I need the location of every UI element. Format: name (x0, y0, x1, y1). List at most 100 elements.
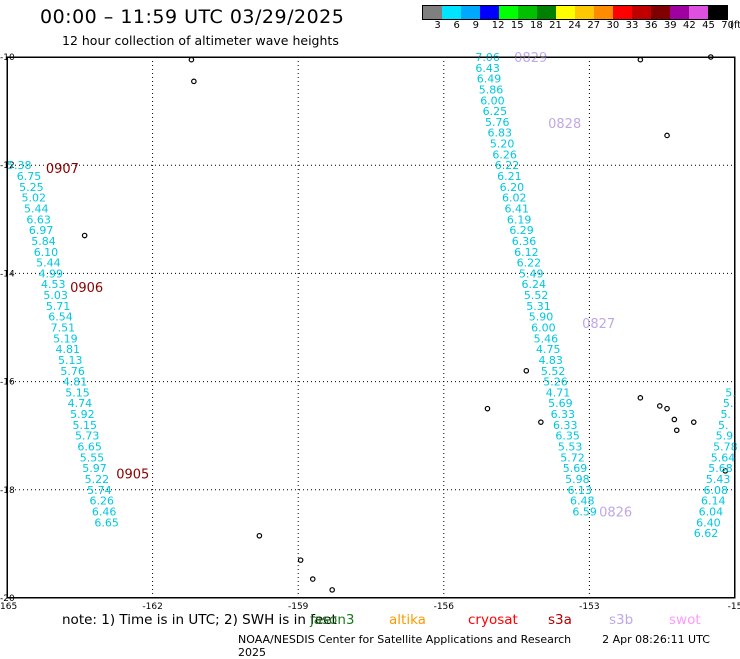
scale-label-9: 9 (472, 20, 480, 31)
legend-swot: swot (669, 612, 701, 628)
island-marker (297, 557, 304, 563)
swh-value-east: 6.36 (512, 235, 537, 248)
lon-tick-label: -153 (579, 602, 599, 610)
swh-value-west: 6.26 (90, 495, 115, 508)
swh-value-west: 5.97 (82, 462, 107, 475)
island-marker (664, 132, 670, 139)
swh-value-west: 4.74 (68, 397, 93, 410)
swh-value-far-east: 5. (718, 419, 729, 432)
swh-value-east: 6.33 (553, 419, 578, 432)
swh-value-east: 5.20 (490, 138, 515, 151)
swh-value-west: 5.19 (53, 332, 78, 345)
island-marker (656, 403, 663, 409)
scale-label-33: 33 (625, 20, 639, 31)
scale-label-36: 36 (644, 20, 658, 31)
scale-swatch-9 (461, 6, 480, 19)
swh-value-east: 6.20 (500, 181, 525, 194)
island-marker (191, 78, 197, 85)
swh-value-east: 5.72 (560, 451, 585, 464)
swh-value-east: 6.12 (514, 246, 539, 259)
scale-swatch-42 (670, 6, 689, 19)
pass-label-0829: 0829 (514, 51, 547, 66)
swh-value-east: 5.46 (534, 332, 559, 345)
swh-value-west: 5.44 (24, 202, 48, 215)
swh-value-west: 5.71 (46, 300, 71, 313)
scale-swatch-15 (499, 6, 518, 19)
scale-unit: (ft) (730, 20, 740, 31)
swh-value-far-east: 6.14 (701, 495, 726, 508)
legend-cryosat: cryosat (468, 612, 518, 628)
swh-value-west: 4.81 (56, 343, 81, 356)
swh-value-west: 5.73 (75, 430, 100, 443)
swh-value-far-east: 5.64 (711, 451, 736, 464)
swh-value-west: 5.44 (36, 257, 61, 270)
color-scale-bar (422, 5, 728, 20)
swh-value-east: 6.13 (568, 484, 593, 497)
island-marker (329, 587, 335, 593)
swh-value-east: 6.41 (504, 202, 529, 215)
swh-value-east: 6.22 (517, 257, 542, 270)
lon-tick-label: -165 (0, 602, 17, 610)
island-marker (690, 419, 697, 425)
swh-value-east: 5.49 (519, 267, 544, 280)
scale-label-21: 21 (549, 20, 562, 31)
scale-label-18: 18 (530, 20, 543, 31)
scale-label-30: 30 (606, 20, 620, 31)
island-marker (673, 427, 680, 434)
swh-value-east: 4.71 (546, 386, 571, 399)
scale-swatch-3 (423, 6, 442, 19)
island-marker (523, 367, 530, 374)
swh-value-east: 5.69 (548, 397, 573, 410)
island-marker (637, 395, 644, 401)
swh-value-far-east: 6.04 (699, 505, 724, 518)
swh-value-west: 6.75 (17, 170, 41, 183)
swh-value-east: 6.59 (572, 505, 597, 518)
swh-value-west: 6.65 (94, 516, 119, 529)
swh-value-east: 6.49 (477, 73, 502, 86)
scale-label-45: 45 (702, 20, 715, 31)
swh-value-west: 6.63 (26, 213, 51, 226)
swh-value-east: 5.26 (543, 376, 568, 389)
swh-value-far-east: 5.68 (708, 462, 733, 475)
scale-label-6: 6 (453, 20, 460, 31)
swh-value-east: 6.24 (521, 278, 546, 291)
swh-value-west: 4.99 (39, 267, 64, 280)
swh-value-far-east: 6.62 (694, 527, 719, 540)
island-marker (188, 56, 195, 63)
pass-label-0906: 0906 (70, 281, 103, 296)
swh-value-west: 5.55 (80, 451, 105, 464)
pass-label-0905: 0905 (116, 468, 149, 483)
swh-value-east: 6.00 (480, 94, 505, 107)
swh-value-east: 6.02 (502, 192, 527, 205)
swh-value-east: 6.83 (487, 127, 512, 140)
swh-value-west: 5.13 (58, 354, 83, 367)
swh-value-east: 4.83 (538, 354, 563, 367)
scale-swatch-24 (556, 6, 575, 19)
lon-tick-label: -15 (728, 602, 740, 610)
swh-value-east: 5.76 (485, 116, 510, 129)
swh-value-west: 6.54 (48, 311, 73, 324)
scale-label-12: 12 (491, 20, 505, 31)
scale-swatch-39 (651, 6, 670, 19)
lon-tick-label: -159 (288, 602, 309, 610)
swh-value-east: 4.75 (536, 343, 561, 356)
swh-value-east: 6.26 (492, 148, 517, 161)
island-marker (484, 405, 491, 412)
legend-s3a: s3a (548, 612, 572, 628)
scale-swatch-6 (442, 6, 461, 19)
page-title: 00:00 – 11:59 UTC 03/29/2025 (40, 6, 345, 28)
swh-value-west: 5.15 (73, 419, 98, 432)
swh-value-west: 5.25 (19, 181, 43, 194)
scale-label-42: 42 (683, 20, 696, 31)
legend-s3b: s3b (609, 612, 634, 628)
swh-value-far-east: 5. (725, 386, 736, 399)
swh-value-west: 5.84 (31, 235, 56, 248)
swh-value-far-east: 6.40 (696, 516, 721, 529)
scale-label-39: 39 (663, 20, 677, 31)
scale-swatch-18 (518, 6, 537, 19)
island-marker (81, 232, 88, 239)
pass-label-0827: 0827 (582, 317, 615, 332)
swh-value-east: 6.25 (483, 105, 508, 118)
swh-value-west: 5.15 (65, 386, 90, 399)
island-marker (722, 468, 729, 474)
